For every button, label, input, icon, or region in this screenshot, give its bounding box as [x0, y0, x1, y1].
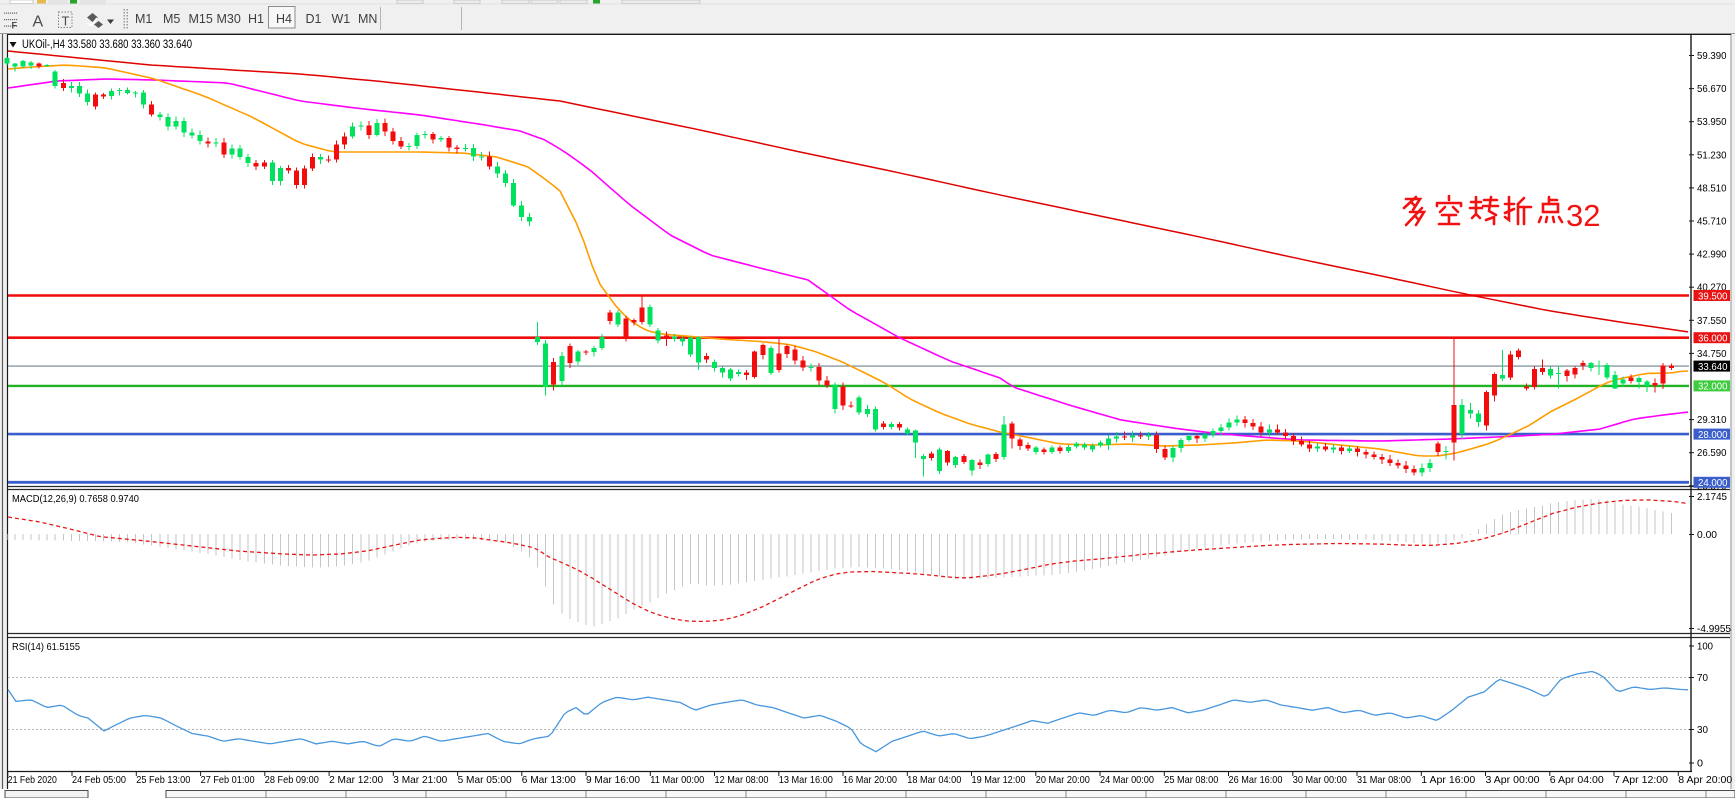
- svg-text:0: 0: [1697, 758, 1703, 770]
- svg-text:29.310: 29.310: [1697, 414, 1727, 426]
- svg-text:51.230: 51.230: [1697, 149, 1727, 161]
- svg-text:48.510: 48.510: [1697, 182, 1727, 194]
- svg-text:M5: M5: [163, 12, 180, 26]
- svg-text:24 Feb 05:00: 24 Feb 05:00: [72, 774, 126, 786]
- svg-text:UKOil-,H4 33.580 33.680 33.36: UKOil-,H4 33.580 33.680 33.360 33.640: [22, 39, 192, 51]
- svg-text:36.000: 36.000: [1698, 333, 1728, 345]
- svg-text:13 Mar 16:00: 13 Mar 16:00: [779, 774, 833, 786]
- svg-text:26.590: 26.590: [1697, 447, 1727, 459]
- svg-text:2.1745: 2.1745: [1697, 491, 1727, 503]
- svg-text:H4: H4: [276, 12, 292, 26]
- svg-text:45.710: 45.710: [1697, 216, 1727, 228]
- svg-text:MN: MN: [358, 12, 377, 26]
- svg-text:19 Mar 12:00: 19 Mar 12:00: [972, 774, 1026, 786]
- svg-text:M1: M1: [135, 12, 152, 26]
- svg-text:A: A: [33, 14, 44, 31]
- svg-text:26 Mar 16:00: 26 Mar 16:00: [1229, 774, 1283, 786]
- svg-text:6 Mar 13:00: 6 Mar 13:00: [522, 774, 576, 786]
- svg-text:25 Mar 08:00: 25 Mar 08:00: [1164, 774, 1218, 786]
- svg-text:27 Feb 01:00: 27 Feb 01:00: [201, 774, 255, 786]
- svg-text:31 Mar 08:00: 31 Mar 08:00: [1357, 774, 1411, 786]
- svg-text:-4.9955: -4.9955: [1697, 623, 1731, 635]
- svg-text:34.750: 34.750: [1697, 348, 1727, 360]
- svg-text:30 Mar 00:00: 30 Mar 00:00: [1293, 774, 1347, 786]
- svg-text:F: F: [12, 21, 18, 31]
- svg-text:30: 30: [1697, 724, 1708, 736]
- svg-text:32.000: 32.000: [1698, 381, 1728, 393]
- svg-text:9 Mar 16:00: 9 Mar 16:00: [586, 774, 640, 786]
- svg-text:25 Feb 13:00: 25 Feb 13:00: [136, 774, 190, 786]
- svg-text:33.640: 33.640: [1698, 361, 1728, 373]
- svg-text:42.990: 42.990: [1697, 249, 1727, 261]
- svg-text:12 Mar 08:00: 12 Mar 08:00: [715, 774, 769, 786]
- svg-text:39.500: 39.500: [1698, 290, 1728, 302]
- svg-text:D1: D1: [306, 12, 322, 26]
- svg-text:59.390: 59.390: [1697, 50, 1727, 62]
- svg-text:21 Feb 2020: 21 Feb 2020: [8, 774, 57, 786]
- svg-text:3 Apr 00:00: 3 Apr 00:00: [1486, 774, 1540, 786]
- svg-text:MACD(12,26,9) 0.7658 0.9740: MACD(12,26,9) 0.7658 0.9740: [12, 493, 139, 505]
- svg-text:20 Mar 20:00: 20 Mar 20:00: [1036, 774, 1090, 786]
- svg-text:W1: W1: [332, 12, 351, 26]
- svg-text:0.00: 0.00: [1697, 529, 1717, 541]
- svg-text:100: 100: [1697, 641, 1713, 653]
- svg-text:3 Mar 21:00: 3 Mar 21:00: [393, 774, 447, 786]
- svg-text:24.000: 24.000: [1698, 477, 1728, 489]
- svg-text:56.670: 56.670: [1697, 83, 1727, 95]
- svg-text:5 Mar 05:00: 5 Mar 05:00: [458, 774, 512, 786]
- svg-text:7 Apr 12:00: 7 Apr 12:00: [1614, 774, 1668, 786]
- svg-text:8 Apr 20:00: 8 Apr 20:00: [1678, 774, 1732, 786]
- svg-text:37.550: 37.550: [1697, 315, 1727, 327]
- svg-text:2 Mar 12:00: 2 Mar 12:00: [329, 774, 383, 786]
- svg-text:6 Apr 04:00: 6 Apr 04:00: [1550, 774, 1604, 786]
- svg-text:11 Mar 00:00: 11 Mar 00:00: [650, 774, 704, 786]
- svg-text:H1: H1: [248, 12, 264, 26]
- svg-text:24 Mar 00:00: 24 Mar 00:00: [1100, 774, 1154, 786]
- svg-text:1 Apr 16:00: 1 Apr 16:00: [1421, 774, 1475, 786]
- svg-text:18 Mar 04:00: 18 Mar 04:00: [907, 774, 961, 786]
- svg-text:T: T: [62, 14, 70, 29]
- svg-text:53.950: 53.950: [1697, 116, 1727, 128]
- svg-text:M30: M30: [217, 12, 241, 26]
- svg-text:28 Feb 09:00: 28 Feb 09:00: [265, 774, 319, 786]
- svg-text:32: 32: [1566, 198, 1600, 233]
- svg-text:RSI(14) 61.5155: RSI(14) 61.5155: [12, 641, 80, 653]
- svg-text:28.000: 28.000: [1698, 429, 1728, 441]
- svg-text:16 Mar 20:00: 16 Mar 20:00: [843, 774, 897, 786]
- svg-text:M15: M15: [189, 12, 213, 26]
- svg-text:70: 70: [1697, 672, 1708, 684]
